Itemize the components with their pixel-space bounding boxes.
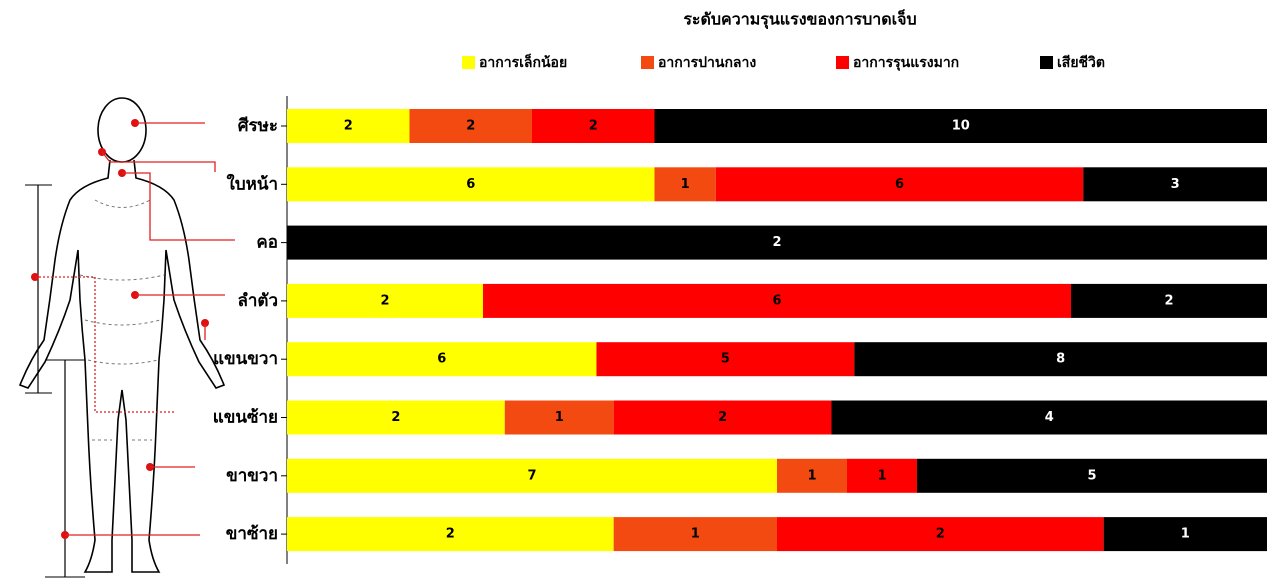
category-label: ใบหน้า: [227, 173, 278, 194]
value-label: 2: [936, 527, 945, 542]
legend-swatch: [641, 56, 654, 69]
value-label: 2: [718, 410, 727, 425]
chart: ระดับความรุนแรงของการบาดเจ็บ อาการเล็กน้…: [0, 0, 1278, 582]
value-label: 10: [952, 119, 970, 134]
value-label: 8: [1056, 352, 1065, 367]
value-label: 2: [446, 527, 455, 542]
legend-label: อาการรุนแรงมาก: [853, 55, 959, 71]
chart-title: ระดับความรุนแรงของการบาดเจ็บ: [683, 8, 916, 30]
legend-swatch: [836, 56, 849, 69]
category-label: ลำตัว: [237, 291, 278, 311]
legend-label: เสียชีวิต: [1057, 55, 1105, 71]
value-label: 1: [681, 177, 690, 192]
value-label: 1: [807, 468, 816, 483]
value-label: 2: [391, 410, 400, 425]
value-label: 4: [1045, 410, 1054, 425]
value-label: 1: [877, 468, 886, 483]
category-label: คอ: [256, 233, 278, 253]
category-label: ขาซ้าย: [226, 524, 278, 544]
value-label: 1: [1181, 527, 1190, 542]
value-label: 5: [721, 352, 730, 367]
body-figure: [20, 98, 235, 577]
value-label: 6: [437, 352, 446, 367]
legend-swatch: [462, 56, 475, 69]
category-label: แขนซ้าย: [213, 408, 278, 428]
value-label: 6: [466, 177, 475, 192]
value-label: 3: [1171, 177, 1180, 192]
value-label: 2: [589, 119, 598, 134]
legend-label: อาการปานกลาง: [658, 55, 756, 71]
value-label: 2: [344, 119, 353, 134]
category-label: แขนขวา: [213, 349, 278, 369]
value-label: 7: [527, 468, 536, 483]
category-label: ศีรษะ: [238, 115, 278, 136]
legend-label: อาการเล็กน้อย: [479, 53, 567, 71]
value-label: 6: [895, 177, 904, 192]
value-label: 2: [380, 293, 389, 308]
legend-swatch: [1040, 56, 1053, 69]
value-label: 5: [1087, 468, 1096, 483]
value-label: 2: [1164, 293, 1173, 308]
value-label: 1: [555, 410, 564, 425]
value-label: 2: [772, 235, 781, 250]
value-label: 1: [691, 527, 700, 542]
value-label: 6: [772, 293, 781, 308]
value-label: 2: [466, 119, 475, 134]
category-label: ขาขวา: [226, 466, 278, 486]
